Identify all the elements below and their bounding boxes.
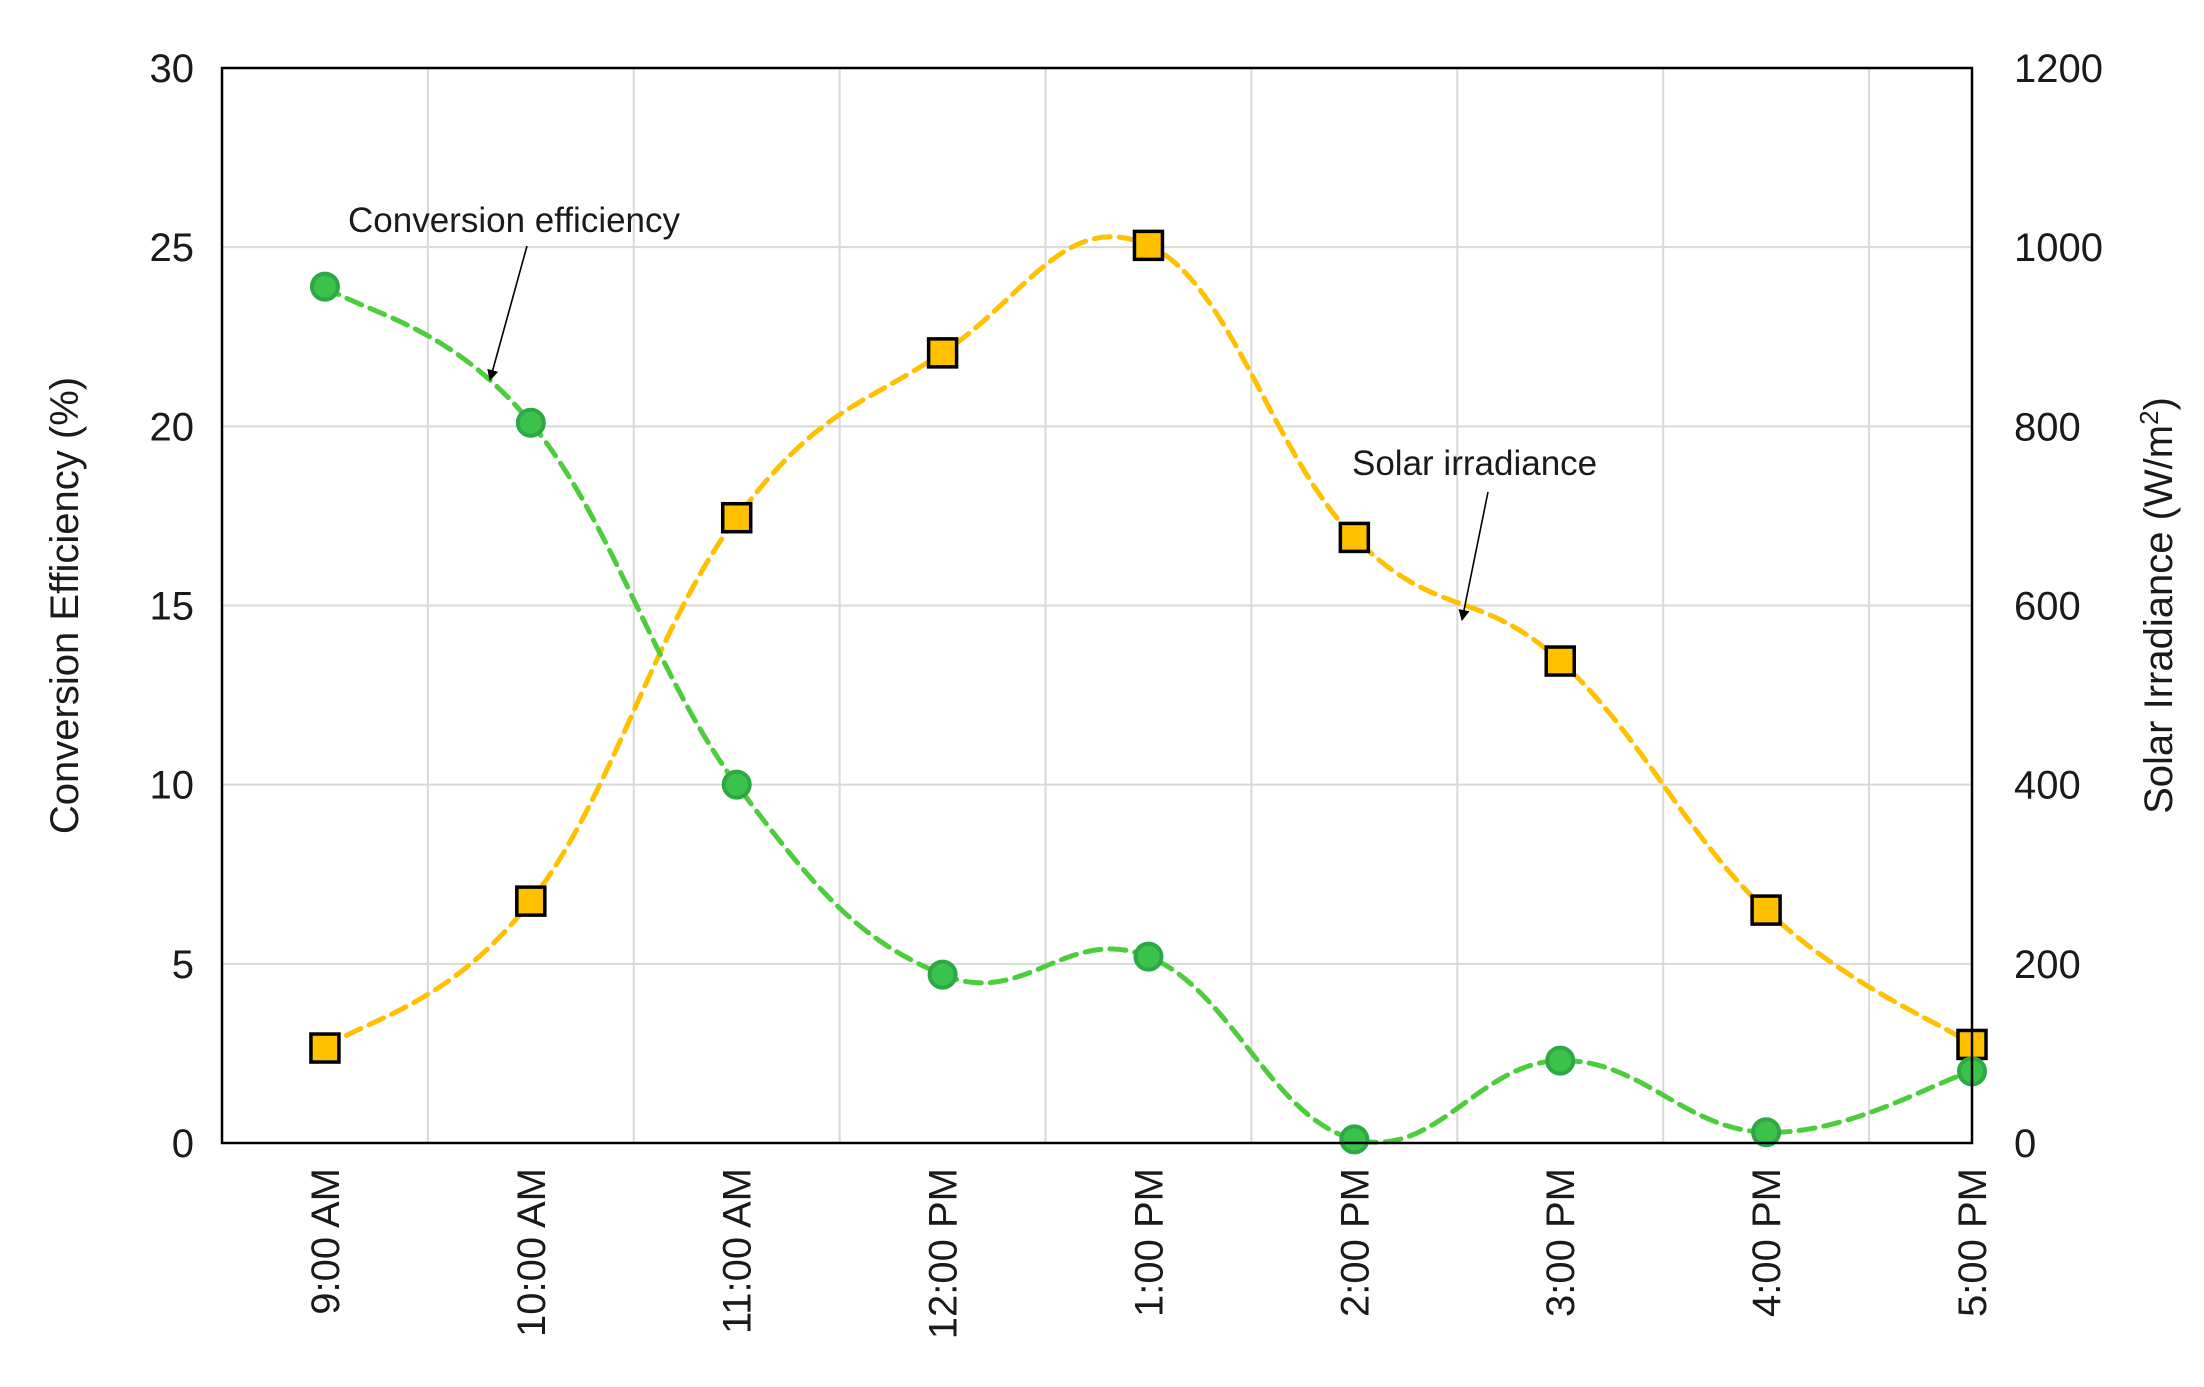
y2-tick-label: 1200 <box>2014 47 2103 91</box>
y2-axis-title-main: Solar Irradiance (W/m <box>2137 425 2181 814</box>
y2-tick-label: 600 <box>2014 585 2081 629</box>
point-conversion-efficiency <box>721 769 752 800</box>
y2-axis-title-close: ) <box>2137 397 2181 410</box>
y-tick-label: 15 <box>150 585 195 629</box>
point-conversion-efficiency <box>1545 1045 1576 1076</box>
y-tick-label: 30 <box>150 47 195 91</box>
annotation-irradiance-label: Solar irradiance <box>1352 444 1597 483</box>
y2-axis-title: Solar Irradiance (W/m2) <box>2134 397 2181 814</box>
point-solar-irradiance <box>720 501 753 534</box>
x-tick-label: 4:00 PM <box>1745 1168 1789 1317</box>
y-tick-label: 5 <box>172 943 194 987</box>
point-solar-irradiance <box>1132 229 1165 262</box>
grid <box>222 68 1972 1143</box>
point-solar-irradiance <box>1338 521 1371 554</box>
point-conversion-efficiency <box>927 959 958 990</box>
series-line-solar-irradiance <box>322 234 1975 1051</box>
x-tick-label: 9:00 AM <box>304 1168 348 1315</box>
y2-axis-title-sup: 2 <box>2134 410 2164 424</box>
y-tick-label: 10 <box>150 764 195 808</box>
point-solar-irradiance <box>926 337 959 369</box>
x-tick-label: 10:00 AM <box>510 1168 554 1337</box>
x-tick-label: 11:00 AM <box>716 1168 760 1334</box>
y2-tick-label: 800 <box>2014 405 2081 449</box>
y2-tick-label: 200 <box>2014 943 2081 987</box>
point-solar-irradiance <box>309 1032 341 1064</box>
markers-conversion-efficiency <box>309 271 1987 1155</box>
plot-frame <box>220 66 1974 1145</box>
x-tick-label: 1:00 PM <box>1127 1168 1171 1317</box>
x-tick-label: 3:00 PM <box>1539 1168 1583 1317</box>
point-conversion-efficiency <box>1339 1124 1370 1155</box>
y-axis-title: Conversion Efficiency (%) <box>43 377 87 834</box>
point-solar-irradiance <box>1544 645 1576 677</box>
annotation-efficiency: Conversion efficiency <box>348 201 681 382</box>
annotation-irradiance: Solar irradiance <box>1352 444 1597 622</box>
x-tick-label: 12:00 PM <box>922 1168 966 1339</box>
point-solar-irradiance <box>515 885 547 917</box>
y-tick-label: 25 <box>150 226 195 270</box>
point-conversion-efficiency <box>1133 941 1164 972</box>
point-conversion-efficiency <box>1751 1117 1782 1148</box>
series-layer <box>309 229 1988 1155</box>
x-tick-label: 2:00 PM <box>1333 1168 1377 1317</box>
point-conversion-efficiency <box>515 407 546 438</box>
series-conversion-efficiency <box>322 284 1975 1145</box>
y2-tick-label: 1000 <box>2014 226 2103 270</box>
x-tick-label: 5:00 PM <box>1951 1168 1995 1317</box>
point-solar-irradiance <box>1750 894 1782 926</box>
point-conversion-efficiency <box>309 271 340 302</box>
annotation-efficiency-arrow <box>487 245 528 382</box>
annotation-irradiance-arrow <box>1458 491 1489 622</box>
y-tick-label: 20 <box>150 405 195 449</box>
annotation-efficiency-label: Conversion efficiency <box>348 201 681 240</box>
y2-tick-label: 0 <box>2014 1122 2036 1166</box>
y-tick-label: 0 <box>172 1122 194 1166</box>
series-line-conversion-efficiency <box>322 284 1975 1145</box>
y2-tick-label: 400 <box>2014 764 2081 808</box>
series-solar-irradiance <box>322 234 1975 1051</box>
ticks-layer: 0 5 10 15 20 25 30 0 200 400 600 800 1000 1200 9:00 AM… <box>150 47 2103 1339</box>
markers-solar-irradiance <box>309 229 1988 1064</box>
